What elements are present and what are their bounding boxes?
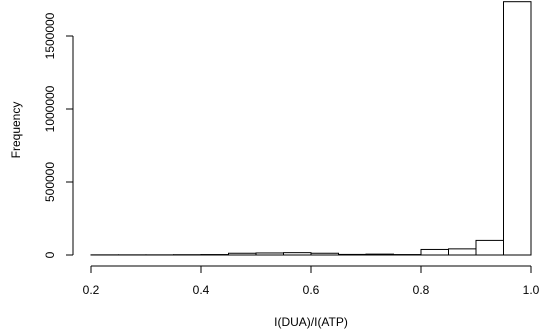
y-axis-label: Frequency — [9, 102, 23, 159]
histogram-bar — [503, 1, 532, 256]
y-tick-label: 500000 — [43, 162, 57, 202]
y-tick-label: 1500000 — [43, 12, 57, 59]
histogram-bar — [255, 252, 284, 256]
histogram-bar — [283, 252, 312, 256]
bars-group — [90, 1, 532, 256]
histogram-bar — [475, 239, 504, 256]
x-tick-label: 1.0 — [523, 283, 540, 297]
histogram-bar — [228, 252, 257, 256]
y-tick-label: 1000000 — [43, 85, 57, 132]
histogram-bar — [310, 252, 339, 256]
y-tick-label: 0 — [43, 251, 57, 258]
histogram-bar — [448, 248, 477, 256]
x-axis: 0.2 0.4 0.6 0.8 1.0 — [83, 265, 540, 297]
x-axis-label: I(DUA)/I(ATP) — [274, 315, 348, 329]
histogram-bar — [338, 253, 367, 256]
x-tick-label: 0.6 — [303, 283, 320, 297]
x-tick-label: 0.8 — [413, 283, 430, 297]
y-axis: 0 500000 1000000 1500000 — [43, 12, 74, 258]
x-tick-label: 0.4 — [193, 283, 210, 297]
histogram-bar — [365, 253, 394, 256]
histogram-bar — [420, 248, 449, 256]
x-tick-label: 0.2 — [83, 283, 100, 297]
